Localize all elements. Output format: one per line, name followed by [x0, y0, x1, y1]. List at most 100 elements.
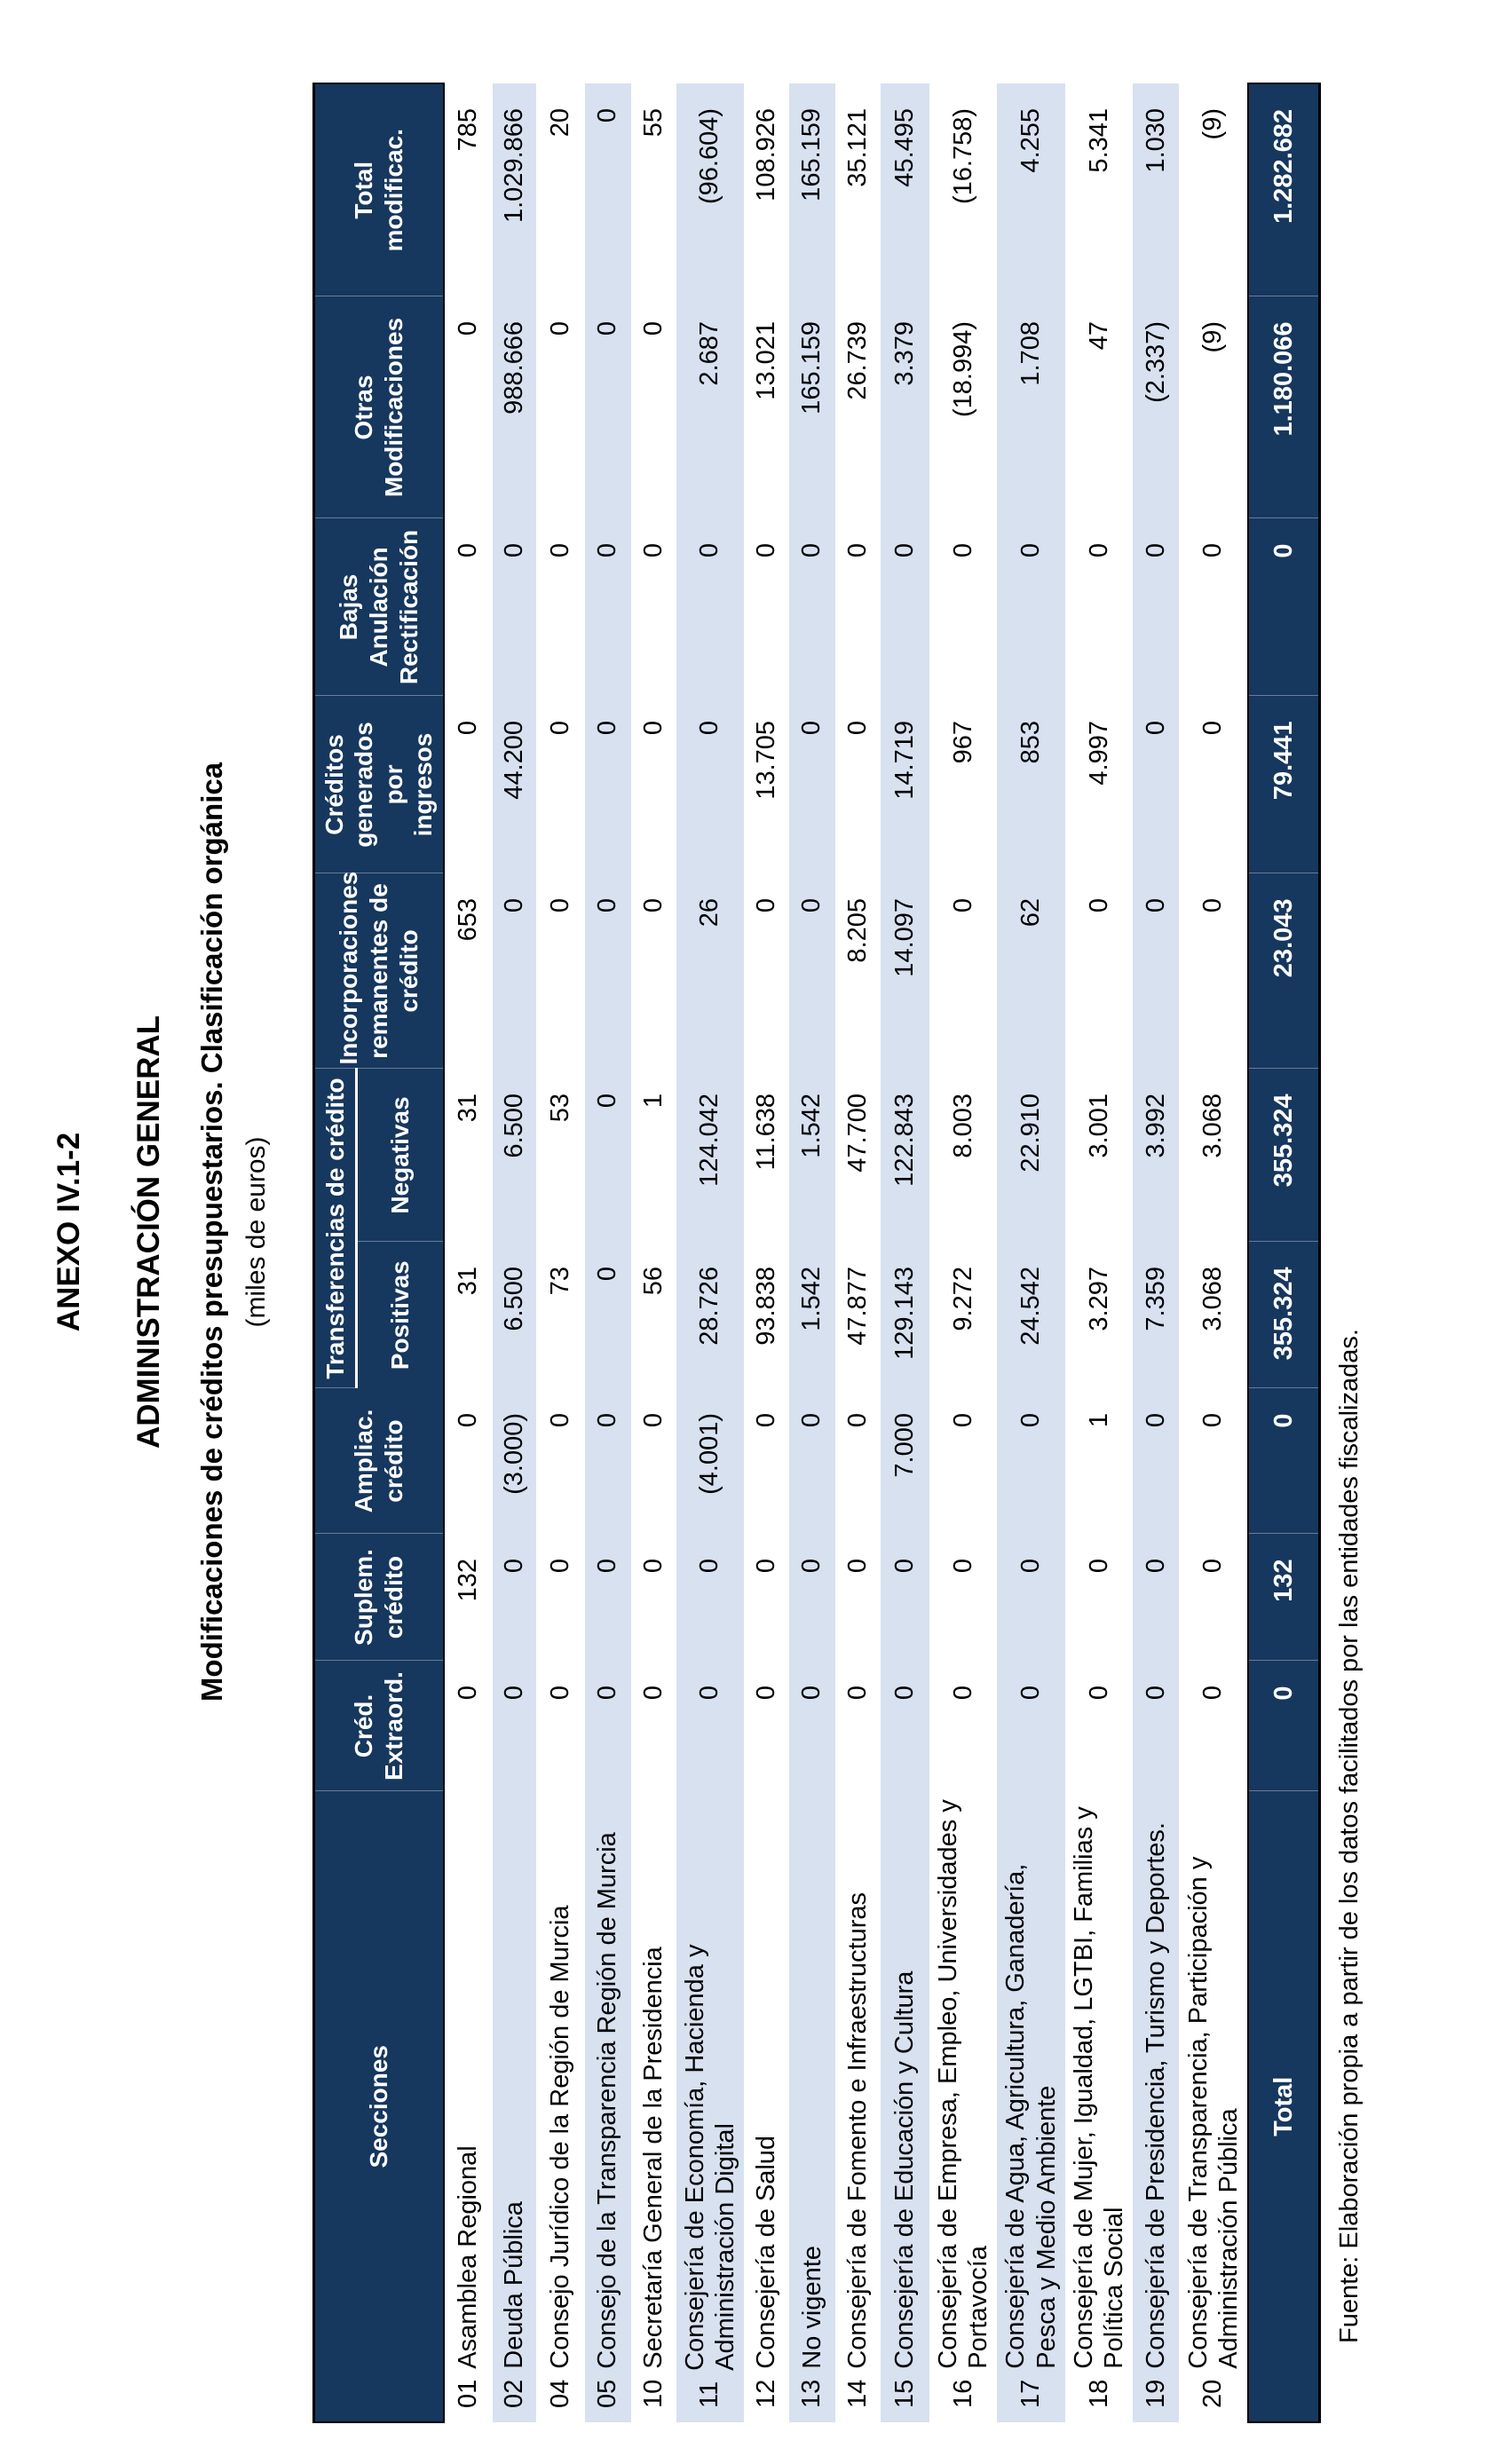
total-cell-cred-extraord: 0 — [1248, 1661, 1320, 1791]
value-cell: 0 — [751, 897, 780, 913]
table-row: 02 Deuda Pública 0 0 (3.000) 6.500 6.500 0 44.20… — [492, 83, 536, 2422]
value-cell: 653 — [454, 897, 482, 942]
section-number: 17 — [1016, 2379, 1046, 2408]
value-cell: 9.272 — [948, 1267, 977, 1331]
value-cell: (9) — [1198, 320, 1228, 353]
value-cell: 122.843 — [889, 1093, 919, 1187]
value-cell: 0 — [1198, 1413, 1228, 1428]
table-row: 01 Asamblea Regional 0 132 0 31 31 653 0 0 0 785 — [444, 83, 493, 2422]
value-cell: (9) — [1198, 107, 1228, 140]
section-name: Consejo Jurídico de la Región de Murcia — [545, 1905, 574, 2369]
value-cell: 0 — [638, 542, 668, 558]
value-cell: 53 — [545, 1093, 574, 1123]
value-cell: 0 — [948, 1686, 977, 1701]
section-cell: 14 Consejería de Fomento e Infraestructur… — [835, 1791, 881, 2422]
section-cell: 18 Consejería de Mujer, Igualdad, LGTBI, … — [1065, 1791, 1133, 2422]
value-cell: 0 — [751, 1413, 780, 1428]
value-cell: 47 — [1084, 320, 1113, 351]
value-cell: 0 — [1141, 720, 1170, 736]
value-cell: 3.068 — [1198, 1093, 1228, 1158]
table-row: 20 Consejería de Transparencia, Participa… — [1179, 83, 1248, 2422]
section-name: Asamblea Regional — [454, 2145, 483, 2369]
section-number: 14 — [842, 2379, 872, 2408]
value-cell: 0 — [545, 897, 574, 913]
value-cell: 785 — [454, 107, 482, 152]
value-cell: 0 — [545, 1413, 574, 1428]
value-cell: 24.542 — [1016, 1267, 1046, 1346]
value-cell: 0 — [889, 1559, 919, 1574]
section-cell: 01 Asamblea Regional — [444, 1791, 493, 2422]
value-cell: 0 — [889, 1686, 919, 1701]
value-cell: (3.000) — [499, 1413, 528, 1495]
total-cell-otras: 1.180.066 — [1248, 296, 1320, 518]
value-cell: (2.337) — [1141, 320, 1170, 403]
value-cell: 0 — [593, 1686, 621, 1701]
header-creditos-generados: Créditos generados por ingresos — [313, 695, 444, 873]
section-name: Consejería de Economía, Hacienda y Admin… — [680, 1944, 739, 2371]
value-cell: (96.604) — [695, 107, 724, 204]
section-number: 10 — [638, 2379, 668, 2408]
value-cell: 0 — [1198, 542, 1228, 558]
total-cell-negativas: 355.324 — [1248, 1068, 1320, 1242]
value-cell: 0 — [1141, 1686, 1170, 1701]
value-cell: 853 — [1016, 720, 1046, 764]
section-cell: 19 Consejería de Presidencia, Turismo y D… — [1133, 1791, 1179, 2422]
value-cell: 0 — [751, 1559, 780, 1574]
header-ampliac-credito: Ampliac. crédito — [313, 1388, 444, 1534]
header-transferencias: Transferencias de crédito — [313, 1068, 357, 1388]
section-name: Consejería de Presidencia, Turismo y Dep… — [1142, 1822, 1171, 2369]
section-cell: 13 No vigente — [789, 1791, 835, 2422]
value-cell: 0 — [1198, 897, 1228, 913]
value-cell: 0 — [454, 542, 482, 558]
header-secciones: Secciones — [313, 1791, 444, 2422]
value-cell: 988.666 — [499, 320, 528, 415]
value-cell: 4.997 — [1084, 720, 1113, 786]
value-cell: 0 — [948, 542, 977, 558]
section-number: 05 — [593, 2379, 621, 2408]
value-cell: 108.926 — [751, 107, 780, 201]
table-row: 14 Consejería de Fomento e Infraestructur… — [835, 83, 881, 2422]
value-cell: 73 — [545, 1267, 574, 1296]
table-footer: Total 0 132 0 355.324 355.324 23.043 79.… — [1248, 83, 1320, 2422]
section-name: Consejería de Transparencia, Participaci… — [1183, 1856, 1243, 2369]
value-cell: 0 — [1084, 1686, 1113, 1701]
section-number: 13 — [797, 2379, 826, 2408]
value-cell: 0 — [593, 107, 621, 123]
section-number: 02 — [499, 2379, 528, 2408]
value-cell: 0 — [545, 1559, 574, 1574]
value-cell: 3.379 — [889, 320, 919, 386]
value-cell: 0 — [545, 542, 574, 558]
section-cell: 12 Consejería de Salud — [744, 1791, 789, 2422]
value-cell: 0 — [593, 1413, 621, 1428]
value-cell: 0 — [638, 897, 668, 913]
value-cell: 0 — [1198, 1686, 1228, 1701]
value-cell: 0 — [454, 1686, 482, 1701]
section-cell: 17 Consejería de Agua, Agricultura, Ganad… — [997, 1791, 1064, 2422]
value-cell: 0 — [593, 1093, 621, 1109]
value-cell: 8.205 — [842, 897, 872, 963]
value-cell: 0 — [454, 320, 482, 336]
value-cell: 6.500 — [499, 1267, 528, 1331]
section-name: Consejo de la Transparencia Región de Mu… — [593, 1832, 622, 2369]
value-cell: 1 — [1084, 1413, 1113, 1428]
value-cell: 0 — [545, 720, 574, 736]
value-cell: 165.159 — [797, 107, 826, 201]
value-cell: 0 — [889, 542, 919, 558]
value-cell: 62 — [1016, 897, 1046, 928]
value-cell: 967 — [948, 720, 977, 764]
header-negativas: Negativas — [356, 1068, 444, 1242]
value-cell: 0 — [695, 1559, 724, 1574]
value-cell: 1.542 — [797, 1267, 826, 1331]
value-cell: 0 — [499, 897, 528, 913]
value-cell: 0 — [1084, 897, 1113, 913]
value-cell: 0 — [454, 1413, 482, 1428]
value-cell: 0 — [751, 542, 780, 558]
section-number: 04 — [545, 2379, 574, 2408]
title-miles-de-euros: (miles de euros) — [241, 1136, 271, 1328]
value-cell: 0 — [1198, 1559, 1228, 1574]
header-suplem-credito: Suplem. crédito — [313, 1534, 444, 1661]
value-cell: 0 — [797, 897, 826, 913]
value-cell: 7.000 — [889, 1413, 919, 1478]
value-cell: 4.255 — [1016, 107, 1046, 173]
